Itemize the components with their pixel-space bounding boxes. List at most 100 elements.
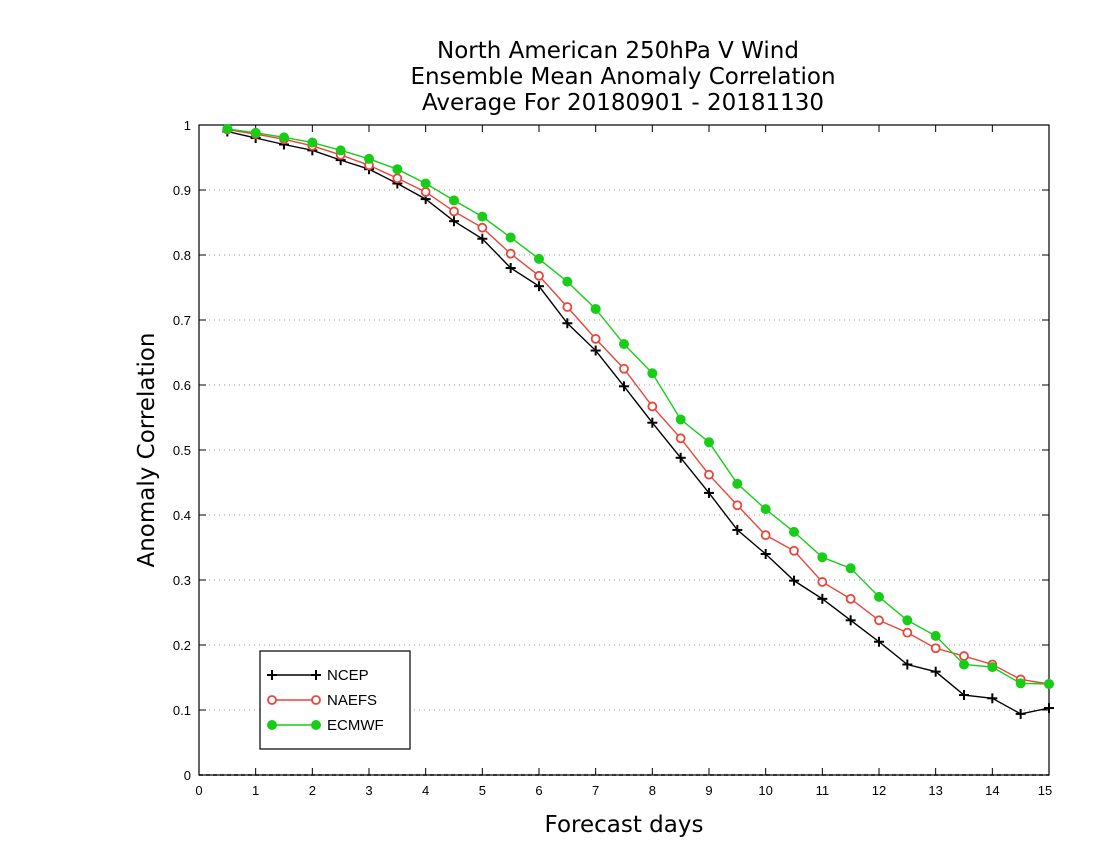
y-tick-label: 0.4 xyxy=(173,508,191,523)
ecmwf-point xyxy=(959,659,969,670)
y-tick-label: 0.8 xyxy=(173,248,191,263)
x-tick-label: 15 xyxy=(1038,783,1052,798)
x-tick-label: 3 xyxy=(365,783,372,798)
naefs-point xyxy=(505,248,516,259)
ecmwf-point xyxy=(534,253,544,264)
title-line-1: North American 250hPa V Wind xyxy=(437,38,799,64)
ecmwf-point xyxy=(987,662,998,673)
ncep-point xyxy=(874,636,884,647)
naefs-point xyxy=(959,651,969,661)
legend-item-ncep: NCEP xyxy=(267,667,369,684)
y-axis-label: Anomaly Correlation xyxy=(134,332,160,567)
legend-marker-right xyxy=(311,670,321,680)
y-tick-label: 0.5 xyxy=(173,443,191,458)
ncep-point xyxy=(732,524,743,535)
ecmwf-point xyxy=(930,630,941,641)
naefs-point xyxy=(902,627,913,638)
naefs-point xyxy=(477,222,488,233)
ncep-point xyxy=(590,345,601,356)
ncep-point xyxy=(619,381,629,392)
ncep-point xyxy=(760,549,771,559)
ncep-point xyxy=(449,216,459,227)
ecmwf-point xyxy=(392,164,403,175)
x-tick-label: 4 xyxy=(422,783,429,798)
legend-entries: NCEP NAEFS ECMWF xyxy=(267,667,384,734)
title-line-3: Average For 20180901 - 20181130 xyxy=(422,90,824,116)
ncep-point xyxy=(959,690,969,701)
series-ecmwf xyxy=(222,123,1054,689)
ncep-point xyxy=(704,487,714,498)
ncep-point xyxy=(505,263,516,273)
y-tick-label: 0.3 xyxy=(173,573,191,588)
ecmwf-point xyxy=(505,232,516,243)
x-tick-label: 10 xyxy=(758,783,772,798)
x-tick-label: 11 xyxy=(816,783,830,798)
ncep-point xyxy=(930,666,941,677)
ncep-point xyxy=(675,452,686,463)
ncep-point xyxy=(647,417,658,428)
naefs-point xyxy=(760,530,771,541)
y-tick-label: 0.9 xyxy=(173,183,191,198)
x-tick-label: 7 xyxy=(592,783,599,798)
ncep-point xyxy=(817,593,828,604)
x-tick-label: 14 xyxy=(985,783,999,798)
naefs-point xyxy=(732,500,743,511)
legend-label: NAEFS xyxy=(327,692,377,709)
ncep-point xyxy=(562,318,573,329)
gridlines xyxy=(199,189,1049,711)
axis-ticks: 00.10.20.30.40.50.60.70.80.910 1 2 3 4 5 6 7 8 9 1… xyxy=(173,118,1052,798)
x-tick-label: 2 xyxy=(309,783,316,798)
ecmwf-point xyxy=(250,127,261,138)
ncep-point xyxy=(789,575,799,586)
legend-label: NCEP xyxy=(327,667,369,684)
ecmwf-point xyxy=(902,615,913,626)
ncep-point xyxy=(845,615,856,626)
y-tick-label: 0.7 xyxy=(173,313,191,328)
ecmwf-point xyxy=(335,145,346,156)
legend: NCEP NAEFS ECMWF xyxy=(259,650,411,750)
ncep-point xyxy=(1044,703,1054,714)
legend-label: ECMWF xyxy=(327,717,384,734)
naefs-point xyxy=(562,302,573,312)
x-tick-label: 0 xyxy=(195,783,202,798)
naefs-point xyxy=(449,206,459,217)
ecmwf-point xyxy=(874,591,884,602)
y-tick-label: 0.2 xyxy=(173,638,191,653)
ecmwf-point xyxy=(477,211,488,222)
ecmwf-point xyxy=(817,552,828,563)
naefs-point xyxy=(675,433,686,444)
ncep-point xyxy=(477,233,488,244)
legend-item-ecmwf: ECMWF xyxy=(267,717,384,734)
legend-marker-left xyxy=(267,670,277,680)
naefs-point xyxy=(789,545,799,556)
data-series xyxy=(222,123,1054,719)
naefs-point xyxy=(817,577,828,587)
title-line-2: Ensemble Mean Anomaly Correlation xyxy=(410,64,835,90)
ecmwf-point xyxy=(449,195,459,206)
legend-marker-right xyxy=(311,695,321,705)
ecmwf-point xyxy=(420,178,431,189)
y-tick-label: 0 xyxy=(184,768,191,783)
x-axis-label: Forecast days xyxy=(545,812,704,838)
x-tick-label: 5 xyxy=(479,783,486,798)
ncep-point xyxy=(534,281,544,292)
naefs-point xyxy=(874,615,884,626)
naefs-point xyxy=(590,333,601,344)
ecmwf-point xyxy=(760,504,771,515)
naefs-point xyxy=(930,643,941,654)
naefs-point xyxy=(704,469,714,480)
y-tick-label: 1 xyxy=(184,118,191,133)
ecmwf-point xyxy=(364,153,374,164)
naefs-point xyxy=(845,593,856,604)
ecmwf-point xyxy=(307,137,318,148)
ncep-point xyxy=(902,659,913,670)
ecmwf-point xyxy=(279,132,289,143)
legend-marker-left xyxy=(267,720,277,730)
naefs-line xyxy=(227,128,1050,685)
ncep-point xyxy=(1015,708,1026,719)
chart-title: North American 250hPa V Wind Ensemble Me… xyxy=(410,38,835,116)
ecmwf-point xyxy=(704,437,714,448)
ecmwf-point xyxy=(1015,678,1026,689)
series-naefs xyxy=(222,124,1054,689)
